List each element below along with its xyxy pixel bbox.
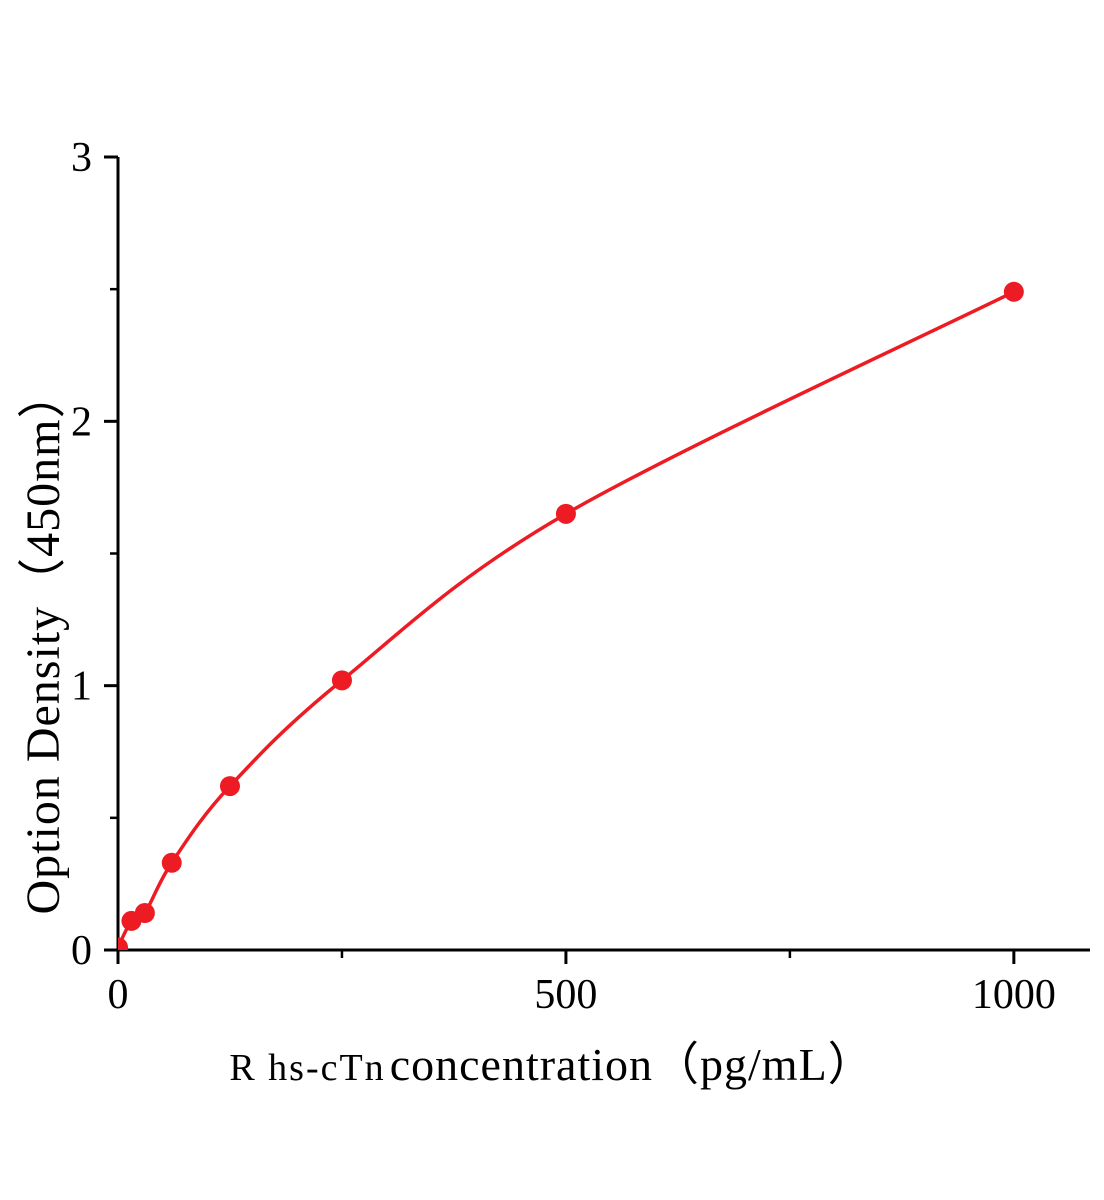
y-tick-label: 1 [71, 664, 92, 710]
data-point [219, 776, 240, 797]
data-point [1003, 281, 1024, 302]
data-point [134, 902, 155, 923]
data-point [555, 503, 576, 524]
curve-path [118, 290, 1015, 949]
x-axis-label-prefix: R hs-cTn [229, 1047, 386, 1089]
x-axis-label-main: concentration（pg/mL） [389, 1039, 875, 1090]
x-tick-label: 1000 [972, 972, 1056, 1018]
y-axis-label: Option Density（450nm） [17, 369, 70, 915]
x-tick-label: 500 [534, 972, 597, 1018]
y-tick-label: 0 [71, 928, 92, 974]
x-tick-label: 0 [108, 972, 129, 1018]
data-point [161, 852, 182, 873]
data-point [331, 670, 352, 691]
y-tick-label: 2 [71, 399, 92, 445]
y-tick-label: 3 [71, 135, 92, 181]
data-point [118, 937, 128, 950]
x-axis-label: R hs-cTn concentration（pg/mL） [0, 1028, 1104, 1094]
